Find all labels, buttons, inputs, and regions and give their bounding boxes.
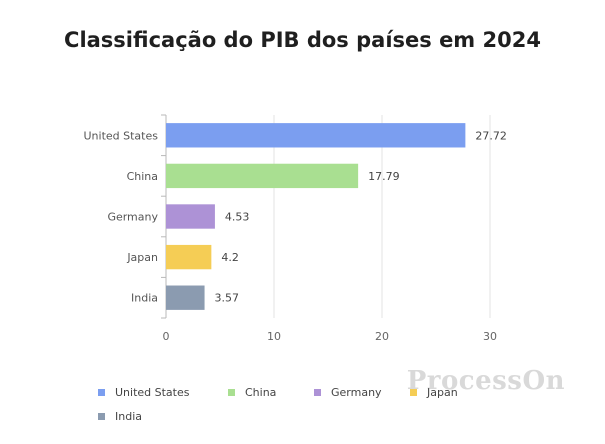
legend-swatch	[98, 389, 105, 396]
legend-label: Germany	[331, 386, 382, 399]
bar	[166, 163, 359, 189]
x-tick-label: 30	[483, 330, 497, 343]
category-label: United States	[84, 129, 159, 142]
legend-label: China	[245, 386, 277, 399]
legend-swatch	[314, 389, 321, 396]
legend-swatch	[410, 389, 417, 396]
legend-label: United States	[115, 386, 190, 399]
x-tick-label: 0	[163, 330, 170, 343]
legend-item[interactable]: Japan	[410, 386, 458, 399]
legend-item[interactable]: China	[228, 386, 276, 399]
value-label: 3.57	[215, 292, 240, 305]
value-label: 27.72	[475, 129, 507, 142]
legend-label: Japan	[427, 386, 458, 399]
legend-item[interactable]: United States	[98, 386, 190, 399]
x-tick-label: 20	[375, 330, 389, 343]
category-label: China	[127, 170, 158, 183]
x-tick-label: 10	[267, 330, 281, 343]
bar	[166, 285, 205, 310]
value-label: 4.53	[225, 211, 250, 224]
bar	[166, 123, 466, 148]
chart-title: Classificação do PIB dos países em 2024	[64, 28, 541, 52]
category-label: Japan	[126, 251, 158, 264]
legend-item[interactable]: India	[98, 410, 142, 423]
category-label: Germany	[107, 211, 158, 224]
bar	[166, 244, 212, 270]
legend-swatch	[228, 389, 235, 396]
legend-label: India	[115, 410, 142, 423]
category-label: India	[131, 292, 158, 305]
value-label: 17.79	[368, 170, 400, 183]
value-label: 4.2	[221, 251, 239, 264]
bar	[166, 204, 215, 229]
legend-item[interactable]: Germany	[314, 386, 382, 399]
legend-swatch	[98, 413, 105, 420]
chart-legend: United States China Germany Japan India	[98, 386, 558, 436]
watermark-logo: ProcessOn	[406, 366, 565, 396]
